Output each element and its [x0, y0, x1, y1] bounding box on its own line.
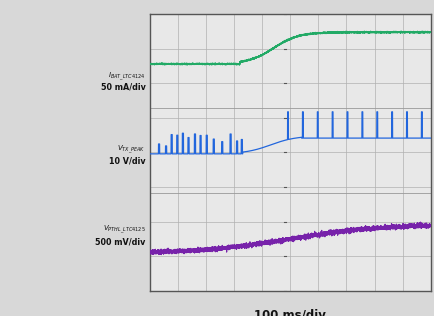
Text: $I_{BAT\_LTC4124}$: $I_{BAT\_LTC4124}$ — [108, 70, 145, 82]
Text: 10 V/div: 10 V/div — [109, 156, 145, 165]
Text: 100 ms/div: 100 ms/div — [254, 308, 326, 316]
Text: $V_{TX\_PEAK}$: $V_{TX\_PEAK}$ — [117, 143, 145, 156]
Text: 500 mV/div: 500 mV/div — [95, 237, 145, 246]
Text: $V_{PTHL\_LTC4125}$: $V_{PTHL\_LTC4125}$ — [103, 224, 145, 236]
Text: 50 mA/div: 50 mA/div — [101, 83, 145, 92]
